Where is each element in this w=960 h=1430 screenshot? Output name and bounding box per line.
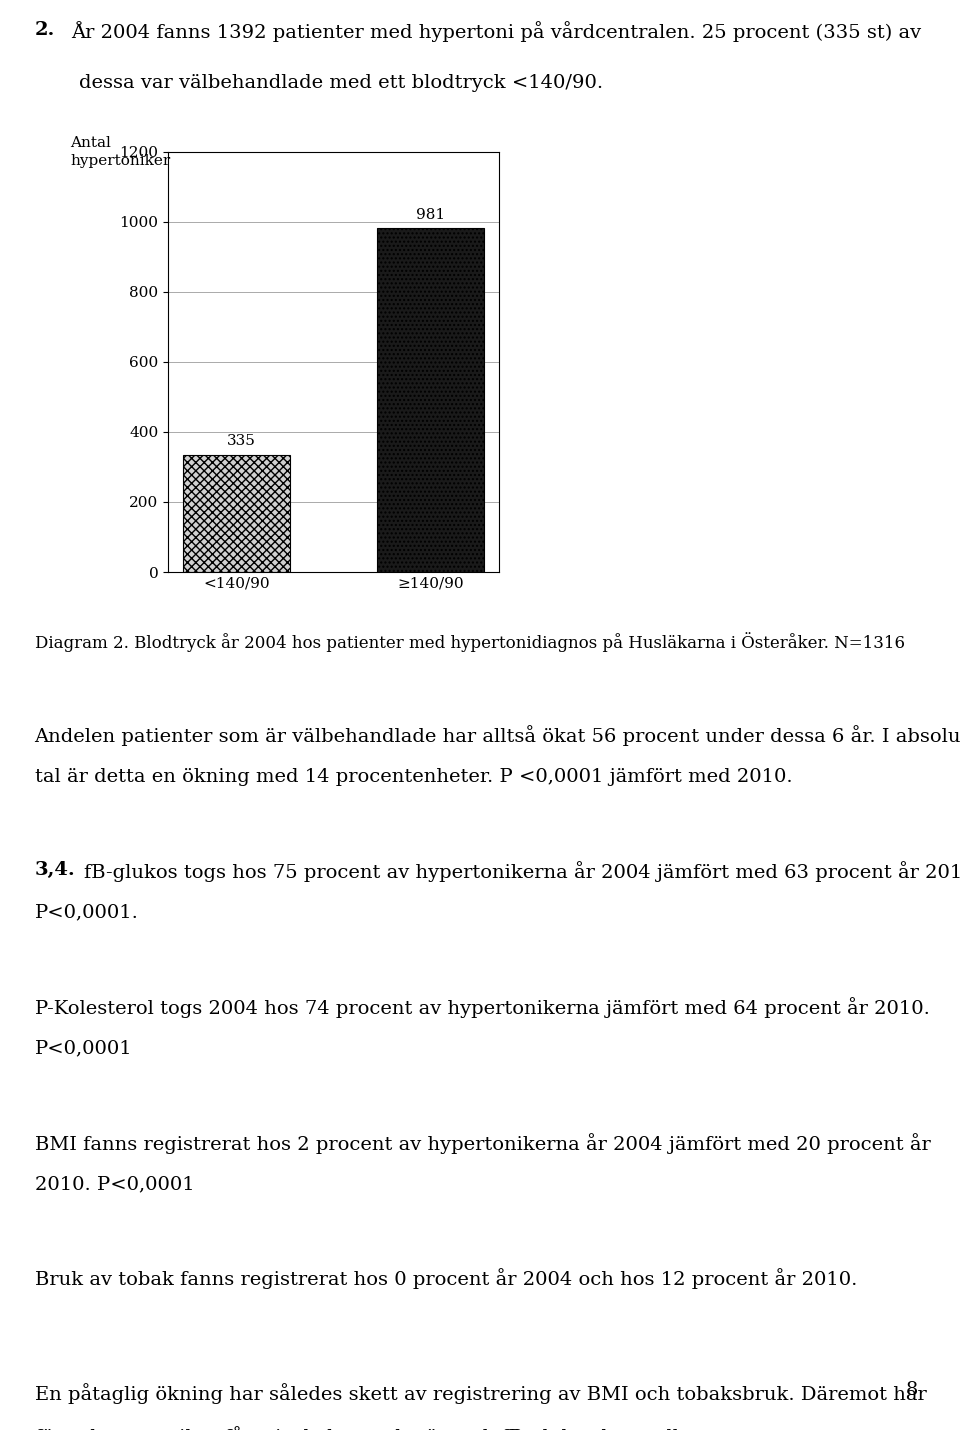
Text: 2010. P<0,0001: 2010. P<0,0001 (35, 1175, 194, 1194)
Text: BMI fanns registrerat hos 2 procent av hypertonikerna år 2004 jämfört med 20 pro: BMI fanns registrerat hos 2 procent av h… (35, 1133, 930, 1154)
Text: P-Kolesterol togs 2004 hos 74 procent av hypertonikerna jämfört med 64 procent å: P-Kolesterol togs 2004 hos 74 procent av… (35, 997, 929, 1018)
Text: dessa var välbehandlade med ett blodtryck <140/90.: dessa var välbehandlade med ett blodtryc… (79, 74, 603, 93)
Text: 981: 981 (417, 207, 445, 222)
Text: 3,4.: 3,4. (35, 861, 75, 879)
Text: År 2004 fanns 1392 patienter med hypertoni på vårdcentralen. 25 procent (335 st): År 2004 fanns 1392 patienter med hyperto… (71, 21, 922, 43)
Text: En påtaglig ökning har således skett av registrering av BMI och tobaksbruk. Däre: En påtaglig ökning har således skett av … (35, 1383, 926, 1404)
Bar (377, 229, 484, 572)
Text: tal är detta en ökning med 14 procentenheter. P <0,0001 jämfört med 2010.: tal är detta en ökning med 14 procentenh… (35, 768, 792, 787)
Bar (183, 455, 290, 572)
Text: färre hypertoniker fått sitt kolesterol mätt och fB-glukos kontrollerat.: färre hypertoniker fått sitt kolesterol … (35, 1426, 725, 1430)
Text: Andelen patienter som är välbehandlade har alltså ökat 56 procent under dessa 6 : Andelen patienter som är välbehandlade h… (35, 725, 960, 746)
Text: P<0,0001.: P<0,0001. (35, 904, 138, 922)
Text: fB-glukos togs hos 75 procent av hypertonikerna år 2004 jämfört med 63 procent å: fB-glukos togs hos 75 procent av hyperto… (84, 861, 960, 882)
Text: 2.: 2. (35, 21, 55, 40)
Text: 8: 8 (906, 1380, 918, 1399)
Text: Diagram 2. Blodtryck år 2004 hos patienter med hypertonidiagnos på Husläkarna i : Diagram 2. Blodtryck år 2004 hos patient… (35, 632, 904, 652)
Text: 335: 335 (227, 435, 255, 449)
Text: Bruk av tobak fanns registrerat hos 0 procent år 2004 och hos 12 procent år 2010: Bruk av tobak fanns registrerat hos 0 pr… (35, 1268, 857, 1290)
Text: Antal
hypertoniker: Antal hypertoniker (70, 136, 170, 169)
Text: P<0,0001: P<0,0001 (35, 1040, 132, 1058)
